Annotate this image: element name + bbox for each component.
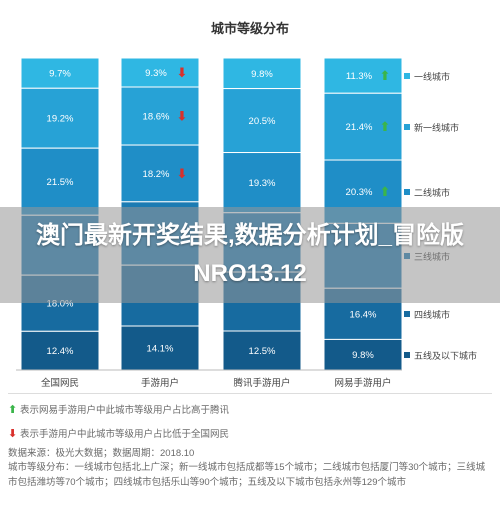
definition-note: 城市等级分布：一线城市包括北上广深；新一线城市包括成都等15个城市；二线城市包括… xyxy=(8,462,486,488)
data-label: 20.3% xyxy=(346,187,373,198)
x-tick-label: 全国网民 xyxy=(41,377,79,389)
up-arrow-icon: ⬆ xyxy=(380,119,391,134)
legend-swatch xyxy=(404,311,410,318)
data-label: 19.2% xyxy=(47,114,74,125)
down-arrow-icon: ⬇ xyxy=(8,427,18,440)
data-label: 9.8% xyxy=(251,69,273,80)
bar-segment xyxy=(120,86,200,146)
data-label: 11.3% xyxy=(346,71,373,82)
data-label: 12.5% xyxy=(249,346,276,357)
data-label: 9.8% xyxy=(352,350,374,361)
x-tick-label: 网易手游用户 xyxy=(334,377,391,389)
legend-label: 二线城市 xyxy=(414,187,451,198)
data-label: 20.5% xyxy=(249,116,276,127)
bar-segment xyxy=(222,152,302,214)
data-label: 16.4% xyxy=(350,309,377,320)
legend-item: 新一线城市 xyxy=(404,121,459,134)
up-note: ⬆ 表示网易手游用户中此城市等级用户占比高于腾讯 xyxy=(8,402,230,417)
data-label: 12.4% xyxy=(47,346,74,357)
bar-segment xyxy=(323,57,403,94)
source-note: 数据来源：极光大数据；数据周期：2018.10 xyxy=(8,445,194,459)
bar-segment xyxy=(222,57,302,90)
data-label: 14.1% xyxy=(147,344,174,355)
bar-segment xyxy=(20,57,100,89)
data-label: 18.2% xyxy=(143,169,170,180)
up-arrow-icon: ⬆ xyxy=(8,403,18,416)
legend-item: 二线城市 xyxy=(404,186,450,199)
data-label: 18.6% xyxy=(143,112,170,123)
banner-text: 澳门最新开奖结果,数据分析计划_冒险版NRO13.12 xyxy=(35,222,464,287)
source-text: 数据来源：极光大数据；数据周期：2018.10 xyxy=(8,448,195,459)
data-label: 19.3% xyxy=(249,178,276,189)
down-arrow-icon: ⬇ xyxy=(177,109,188,124)
x-tick-label: 腾讯手游用户 xyxy=(233,377,290,389)
bar-segment xyxy=(222,330,302,371)
down-arrow-icon: ⬇ xyxy=(177,65,188,80)
legend-swatch xyxy=(404,189,410,196)
bar-segment xyxy=(120,144,200,203)
legend-item: 四线城市 xyxy=(404,308,450,321)
divider-top xyxy=(8,393,492,394)
legend-item: 五线及以下城市 xyxy=(404,349,477,362)
legend-label: 五线及以下城市 xyxy=(414,350,478,361)
down-note-text: 表示手游用户中此城市等级用户占比低于全国网民 xyxy=(20,429,230,440)
legend-item: 一线城市 xyxy=(404,70,450,83)
bar-segment xyxy=(323,92,403,161)
up-note-text: 表示网易手游用户中此城市等级用户占比高于腾讯 xyxy=(20,405,230,416)
down-arrow-icon: ⬇ xyxy=(177,166,188,181)
data-label: 9.3% xyxy=(145,68,167,79)
bar-segment xyxy=(323,338,403,371)
down-note: ⬇ 表示手游用户中此城市等级用户占比低于全国网民 xyxy=(8,426,230,441)
legend-swatch xyxy=(404,124,410,131)
bar-segment xyxy=(222,88,302,154)
data-label: 18.0% xyxy=(47,299,74,310)
up-arrow-icon: ⬆ xyxy=(380,184,391,199)
chart-title: 城市等级分布 xyxy=(211,21,289,36)
data-label: 21.5% xyxy=(47,177,74,188)
legend-label: 一线城市 xyxy=(414,71,451,82)
legend-label: 新一线城市 xyxy=(414,122,460,133)
legend-swatch xyxy=(404,352,410,359)
data-label: 21.4% xyxy=(346,122,373,133)
watermark-banner: 澳门最新开奖结果,数据分析计划_冒险版NRO13.12 xyxy=(0,207,500,303)
bar-segment xyxy=(20,87,100,149)
up-arrow-icon: ⬆ xyxy=(380,68,391,83)
legend-label: 四线城市 xyxy=(414,309,451,320)
bar-segment xyxy=(20,147,100,216)
bar-segment xyxy=(120,325,200,371)
data-label: 9.7% xyxy=(49,69,71,80)
legend-swatch xyxy=(404,73,410,80)
x-tick-label: 手游用户 xyxy=(141,377,179,389)
